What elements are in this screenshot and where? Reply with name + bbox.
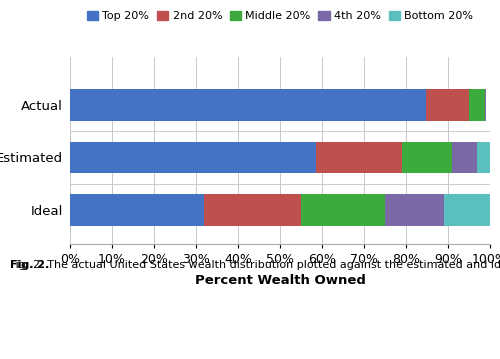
Bar: [478, 141, 492, 173]
Text: Fig. 2. The actual United States wealth distribution plotted against the estimat: Fig. 2. The actual United States wealth …: [10, 260, 500, 270]
Bar: [385, 194, 444, 226]
Bar: [485, 89, 486, 121]
Text: Fig. 2.: Fig. 2.: [10, 260, 49, 270]
Bar: [444, 194, 490, 226]
Text: Fig. 2.: Fig. 2.: [10, 260, 49, 270]
Legend: Top 20%, 2nd 20%, Middle 20%, 4th 20%, Bottom 20%: Top 20%, 2nd 20%, Middle 20%, 4th 20%, B…: [86, 11, 474, 21]
X-axis label: Percent Wealth Owned: Percent Wealth Owned: [194, 275, 366, 288]
Bar: [316, 141, 402, 173]
Bar: [426, 89, 469, 121]
Bar: [70, 194, 204, 226]
Bar: [468, 89, 485, 121]
Bar: [402, 141, 452, 173]
Text: Fig. 2.: Fig. 2.: [10, 260, 49, 270]
Bar: [70, 89, 426, 121]
Bar: [301, 194, 385, 226]
Bar: [452, 141, 477, 173]
Bar: [70, 141, 316, 173]
Bar: [204, 194, 301, 226]
